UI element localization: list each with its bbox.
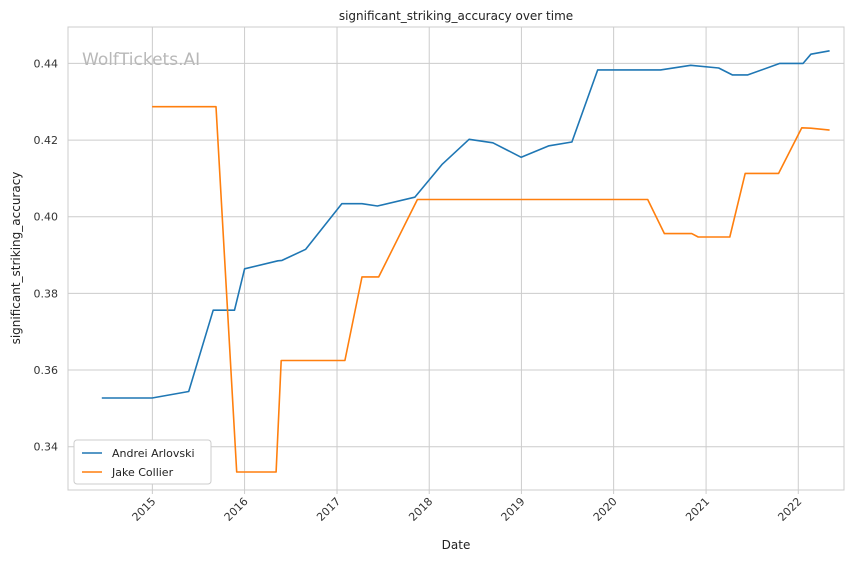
chart-title: significant_striking_accuracy over time (339, 9, 573, 23)
y-axis-ticks: 0.34 0.36 0.38 0.40 0.42 0.44 (34, 57, 59, 453)
x-axis-title: Date (442, 538, 471, 552)
y-tick-label: 0.44 (34, 57, 59, 70)
y-tick-label: 0.40 (34, 211, 59, 224)
legend: Andrei Arlovski Jake Collier (73, 439, 212, 485)
legend-label-andrei-arlovski: Andrei Arlovski (112, 447, 195, 460)
y-tick-label: 0.38 (34, 287, 59, 300)
plot-area (101, 50, 830, 473)
legend-box (73, 439, 212, 485)
watermark: WolfTickets.AI (82, 50, 200, 70)
y-axis-title: significant_striking_accuracy (9, 172, 23, 345)
y-tick-label: 0.42 (34, 134, 59, 147)
y-tick-label: 0.34 (34, 441, 59, 454)
plot-frame (67, 26, 845, 491)
series-line-andrei-arlovski (101, 50, 830, 399)
x-axis-ticks: 2015 2016 2017 2018 2019 2020 2021 2022 (129, 490, 804, 524)
series-line-jake-collier (152, 105, 830, 473)
legend-label-jake-collier: Jake Collier (111, 466, 174, 479)
y-tick-label: 0.36 (34, 364, 59, 377)
